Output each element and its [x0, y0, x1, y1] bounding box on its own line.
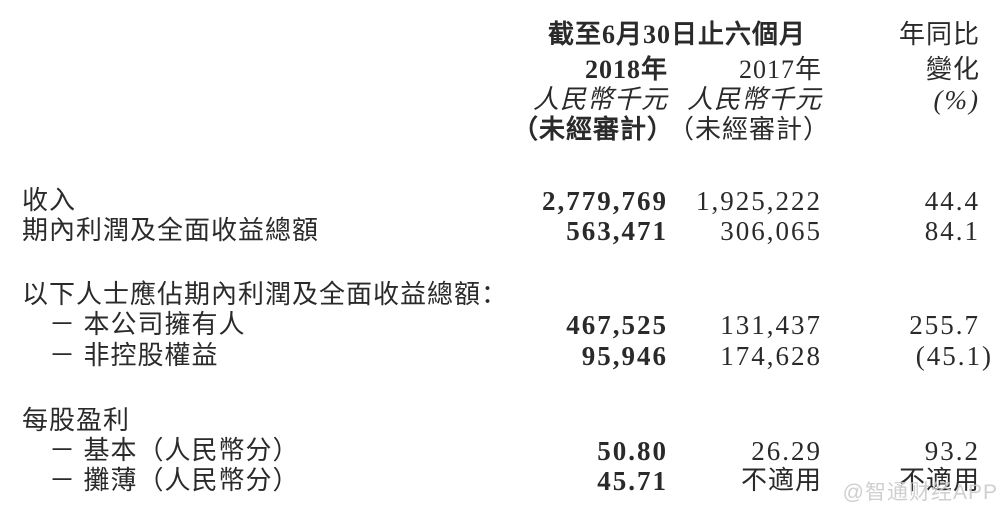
- value-2017: 26.29: [751, 436, 822, 466]
- value-2017: 306,065: [720, 216, 822, 246]
- value-2018: 45.71: [597, 466, 668, 496]
- value-change: 不適用: [898, 466, 980, 495]
- row-label: － 攤薄（人民幣分）: [49, 466, 300, 495]
- value-change: 44.4: [924, 186, 980, 216]
- row-non-controlling-interests: － 非控股權益 95,946 174,628 (45.1): [0, 341, 1006, 371]
- row-label: 收入: [22, 186, 77, 215]
- row-label: － 基本（人民幣分）: [49, 436, 300, 465]
- period-header: 截至6月30日止六個月: [548, 20, 807, 49]
- value-2018: 2,779,769: [542, 186, 668, 216]
- value-2018: 50.80: [597, 436, 668, 466]
- row-label: 每股盈利: [22, 406, 131, 435]
- col-2017-year-header: 2017年: [738, 55, 822, 84]
- col-2018-unit-header: 人民幣千元: [532, 85, 668, 114]
- value-2017: 174,628: [720, 341, 822, 371]
- row-owners-of-company: － 本公司擁有人 467,525 131,437 255.7: [0, 310, 1006, 340]
- value-change: 255.7: [909, 310, 980, 340]
- value-2018: 467,525: [566, 310, 668, 340]
- change-unit-header: (%): [933, 85, 980, 115]
- row-label: － 本公司擁有人: [49, 310, 246, 339]
- value-2018: 563,471: [566, 216, 668, 246]
- row-eps-basic: － 基本（人民幣分） 50.80 26.29 93.2: [0, 436, 1006, 466]
- yoy-header: 年同比: [898, 20, 980, 49]
- row-attributable-heading: 以下人士應佔期內利潤及全面收益總額：: [0, 280, 1006, 310]
- watermark: @智通财经APP: [842, 481, 998, 504]
- row-label: － 非控股權益: [49, 341, 219, 370]
- row-eps-heading: 每股盈利: [0, 406, 1006, 436]
- value-change: 93.2: [924, 436, 980, 466]
- value-change: (45.1): [915, 341, 993, 371]
- value-2017: 不適用: [740, 466, 822, 495]
- row-eps-diluted: － 攤薄（人民幣分） 45.71 不適用 不適用: [0, 466, 1006, 496]
- value-2017: 1,925,222: [696, 186, 822, 216]
- col-2018-unaudited-header: （未經審計）: [511, 115, 674, 144]
- col-2017-unit-header: 人民幣千元: [686, 85, 822, 114]
- change-label-header: 變化: [925, 55, 980, 84]
- row-revenue: 收入 2,779,769 1,925,222 44.4: [0, 186, 1006, 216]
- value-2017: 131,437: [720, 310, 822, 340]
- value-change: 84.1: [924, 216, 980, 246]
- col-2018-year-header: 2018年: [584, 55, 668, 84]
- col-2017-unaudited-header: （未經審計）: [667, 115, 830, 144]
- value-2018: 95,946: [581, 341, 668, 371]
- row-total-profit: 期內利潤及全面收益總額 563,471 306,065 84.1: [0, 216, 1006, 246]
- row-label: 以下人士應佔期內利潤及全面收益總額：: [22, 280, 509, 309]
- table-header: 截至6月30日止六個月 年同比 2018年 2017年 變化 人民幣千元 人民幣…: [0, 0, 1006, 150]
- row-label: 期內利潤及全面收益總額: [22, 216, 320, 245]
